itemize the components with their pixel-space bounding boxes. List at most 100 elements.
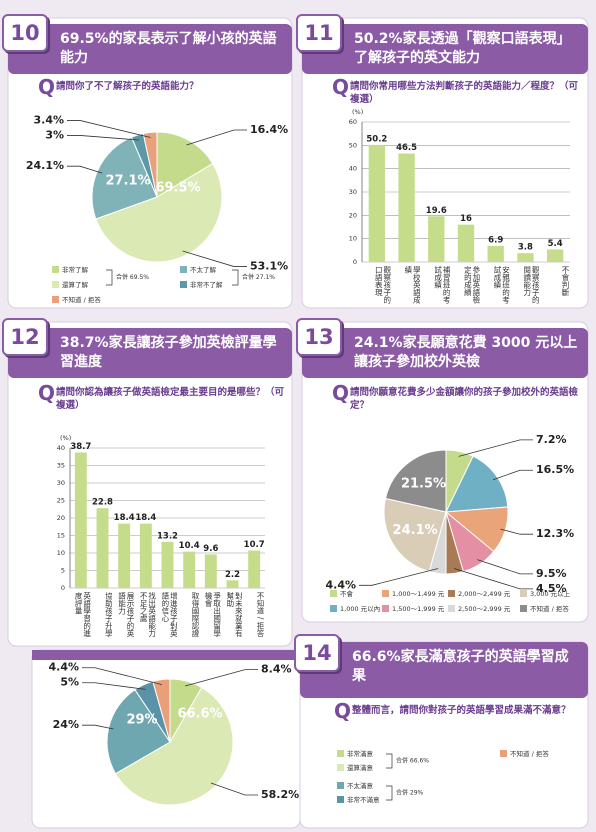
y-tick-label: 30 xyxy=(57,479,65,487)
header-band xyxy=(8,24,292,74)
bar xyxy=(398,153,415,262)
y-axis-label: (%) xyxy=(60,434,71,442)
slice-label: 3.4% xyxy=(33,113,64,126)
legend-label: 非常滿意 xyxy=(347,749,374,758)
question: 請問你常用哪些方法判斷孩子的英語能力／程度？（可複選） xyxy=(350,81,579,105)
x-tick-label: 不會判斷 xyxy=(560,266,569,296)
bar-value-label: 10.4 xyxy=(179,541,200,551)
leader-line xyxy=(82,667,163,685)
legend-label: 不會 xyxy=(340,589,354,598)
legend-label: 1,000～1,499 元 xyxy=(392,590,445,598)
x-tick-label: 安親班的考試成績 xyxy=(493,266,510,304)
question-mark: Q xyxy=(334,699,352,723)
pie-slice xyxy=(91,136,158,220)
legend-note: 合併 69.5% xyxy=(116,273,149,281)
bar-value-label: 38.7 xyxy=(70,442,91,452)
slice-label: 53.1% xyxy=(250,260,288,273)
legend-label: 不太了解 xyxy=(190,265,217,274)
question-mark: Q xyxy=(38,75,56,99)
leader-line xyxy=(210,782,258,796)
pie-slice xyxy=(114,686,234,806)
panel-number: 12 xyxy=(2,318,48,356)
panel-number: 10 xyxy=(2,14,48,52)
panel-title: 66.6%家長滿意孩子的英語學習成果 xyxy=(352,649,569,684)
x-tick-label: 學校英語成績 xyxy=(403,266,421,304)
question-mark: Q xyxy=(332,75,350,99)
bar xyxy=(183,551,196,588)
x-tick-label: 取得國際認證 xyxy=(190,592,199,637)
bar-value-label: 10.7 xyxy=(244,540,265,550)
question: 請問你願意花費多少金額讓你的孩子參加校外的英語檢定？ xyxy=(350,387,579,411)
slice-label: 4.4% xyxy=(48,661,79,674)
bar-value-label: 6.9 xyxy=(488,235,503,245)
slice-label: 7.2% xyxy=(536,433,567,446)
legend-swatch xyxy=(520,590,527,597)
y-tick-label: 30 xyxy=(349,188,357,196)
y-tick-label: 60 xyxy=(349,118,357,126)
legend-swatch xyxy=(382,590,389,597)
header-band xyxy=(8,328,292,378)
bar xyxy=(226,580,239,588)
bar xyxy=(118,523,131,588)
question: 整體而言，請問你對孩子的英語學習成果滿不滿意？ xyxy=(352,705,571,716)
pie-slice xyxy=(383,497,447,573)
legend-swatch xyxy=(180,266,187,273)
y-tick-label: 40 xyxy=(349,165,357,173)
legend-swatch xyxy=(337,782,344,789)
x-tick-label: 爭取出國留學機會 xyxy=(204,592,221,637)
legend-label: 不知道 / 拒答 xyxy=(62,295,101,304)
pie-slice xyxy=(384,449,447,513)
pie-annotation: 66.6% xyxy=(177,707,222,722)
x-tick-label: 對未來就業有幫助 xyxy=(225,592,243,637)
bar-value-label: 22.8 xyxy=(92,498,113,508)
y-tick-label: 10 xyxy=(57,549,65,557)
bar-value-label: 13.2 xyxy=(157,531,178,541)
bar xyxy=(487,245,504,262)
leader-line xyxy=(359,568,439,586)
bar-value-label: 46.5 xyxy=(396,143,417,153)
legend-swatch xyxy=(337,764,344,771)
x-tick-label: 觀察孩子的口語表現 xyxy=(374,266,391,304)
bar xyxy=(204,554,217,588)
y-axis-label: (%) xyxy=(352,108,363,116)
legend-swatch xyxy=(180,281,187,288)
legend-bracket xyxy=(386,753,393,769)
legend-label: 3,000 元以上 xyxy=(530,589,571,598)
pie-annotation: 27.1% xyxy=(105,174,150,189)
question-mark: Q xyxy=(38,381,56,405)
legend-swatch xyxy=(382,605,389,612)
bar-value-label: 9.6 xyxy=(203,544,218,554)
bar xyxy=(428,216,445,262)
bar-value-label: 3.8 xyxy=(518,243,533,253)
leader-line xyxy=(67,165,103,174)
bar xyxy=(248,550,261,588)
legend-swatch xyxy=(448,590,455,597)
question-mark: Q xyxy=(332,381,350,405)
legend-bracket xyxy=(386,785,393,801)
header-band xyxy=(302,24,588,74)
legend-swatch xyxy=(500,750,507,757)
x-tick-label: 不知道 / 拒答 xyxy=(255,592,264,637)
legend-label: 非常不滿意 xyxy=(347,795,380,804)
bar-value-label: 2.2 xyxy=(225,570,240,580)
leader-line xyxy=(67,135,139,141)
bar xyxy=(517,253,534,262)
slice-label: 8.4% xyxy=(261,663,292,676)
leader-line xyxy=(458,439,533,457)
legend-label: 不太滿意 xyxy=(347,781,374,790)
slice-label: 16.4% xyxy=(250,123,288,136)
slice-label: 4.4% xyxy=(325,578,356,591)
x-tick-label: 增進孩子對英語的信心 xyxy=(160,592,178,637)
y-tick-label: 0 xyxy=(353,258,357,266)
leader-line xyxy=(500,528,533,535)
y-tick-label: 20 xyxy=(349,211,357,219)
legend-note: 合併 27.1% xyxy=(242,273,275,281)
legend-label: 非常不了解 xyxy=(190,280,223,289)
y-tick-label: 40 xyxy=(57,444,65,452)
slice-label: 24.1% xyxy=(393,523,438,538)
question: 請問你了不了解孩子的英語能力？ xyxy=(56,81,199,92)
panel-strip xyxy=(32,650,300,660)
legend-bracket xyxy=(232,269,239,286)
bar-value-label: 5.4 xyxy=(548,239,563,249)
